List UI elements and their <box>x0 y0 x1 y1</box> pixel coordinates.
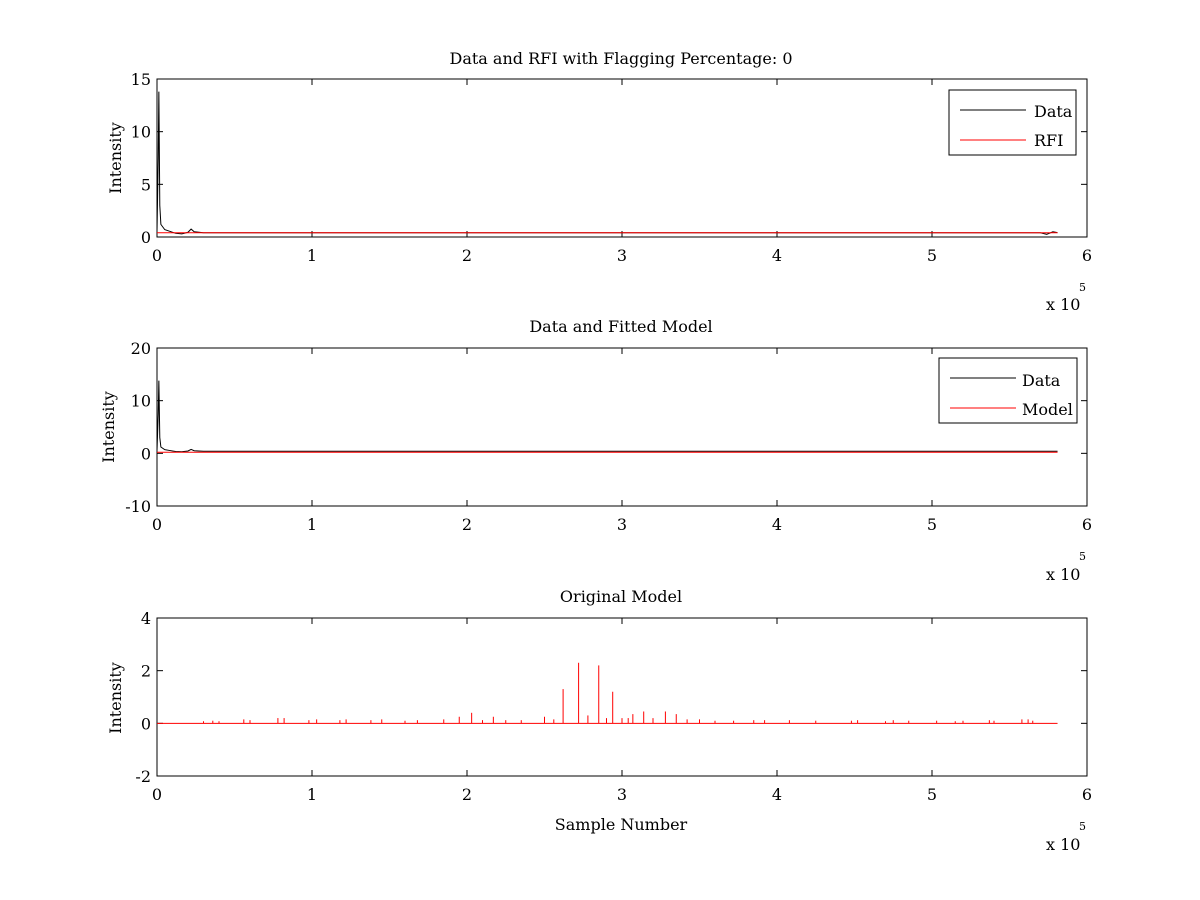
x-tick-label: 0 <box>152 246 162 265</box>
y-axis-label: Intensity <box>106 662 125 734</box>
x-tick-label: 6 <box>1082 515 1092 534</box>
y-axis-label: Intensity <box>106 122 125 194</box>
y-tick-label: 4 <box>141 609 151 628</box>
x-tick-label: 5 <box>927 246 937 265</box>
x-tick-label: 1 <box>307 785 317 804</box>
legend-label-model: Model <box>1022 400 1073 419</box>
x-tick-label: 2 <box>462 246 472 265</box>
legend: Data RFI <box>948 89 1077 156</box>
x-multiplier: x 10 <box>1046 835 1080 854</box>
x-tick-label: 2 <box>462 515 472 534</box>
y-tick-label: 2 <box>141 662 151 681</box>
x-tick-label: 4 <box>772 246 782 265</box>
y-axis-label: Intensity <box>99 391 118 463</box>
y-tick-label: 0 <box>141 444 151 463</box>
y-tick-label: 0 <box>141 714 151 733</box>
subplot-data-rfi: Data and RFI with Flagging Percentage: 0… <box>106 49 1092 314</box>
x-multiplier: x 10 <box>1046 295 1080 314</box>
x-tick-label: 0 <box>152 785 162 804</box>
y-tick-label: 15 <box>131 70 151 89</box>
legend: Data Model <box>938 357 1078 424</box>
x-multiplier-exponent: 5 <box>1079 281 1086 294</box>
y-tick-label: -2 <box>135 767 151 786</box>
y-tick-label: 5 <box>141 175 151 194</box>
legend-box <box>948 89 1077 156</box>
x-tick-label: 4 <box>772 785 782 804</box>
y-tick-label: 10 <box>131 123 151 142</box>
chart-title: Data and RFI with Flagging Percentage: 0 <box>449 49 792 68</box>
legend-label-data: Data <box>1022 371 1061 390</box>
x-tick-label: 6 <box>1082 246 1092 265</box>
x-tick-label: 2 <box>462 785 472 804</box>
x-tick-label: 1 <box>307 246 317 265</box>
legend-label-data: Data <box>1034 102 1073 121</box>
legend-box <box>938 357 1078 424</box>
legend-label-rfi: RFI <box>1034 131 1063 150</box>
x-multiplier-exponent: 5 <box>1079 820 1086 833</box>
x-tick-label: 3 <box>617 515 627 534</box>
series-data-line <box>156 380 1058 453</box>
chart-title: Data and Fitted Model <box>529 317 712 336</box>
x-tick-label: 4 <box>772 515 782 534</box>
x-tick-label: 5 <box>927 785 937 804</box>
x-tick-label: 5 <box>927 515 937 534</box>
x-tick-label: 3 <box>617 785 627 804</box>
x-tick-label: 1 <box>307 515 317 534</box>
y-tick-label: 20 <box>131 339 151 358</box>
x-tick-label: 3 <box>617 246 627 265</box>
y-tick-label: 10 <box>131 392 151 411</box>
x-multiplier: x 10 <box>1046 565 1080 584</box>
x-multiplier-exponent: 5 <box>1079 550 1086 563</box>
y-tick-label: 0 <box>141 228 151 247</box>
x-axis-label: Sample Number <box>555 815 688 834</box>
y-tick-label: -10 <box>125 497 151 516</box>
subplot-data-model: Data and Fitted Model Intensity 0 1 2 3 4 5 6 -… <box>99 317 1092 584</box>
x-tick-label: 6 <box>1082 785 1092 804</box>
x-tick-label: 0 <box>152 515 162 534</box>
chart-title: Original Model <box>560 587 682 606</box>
